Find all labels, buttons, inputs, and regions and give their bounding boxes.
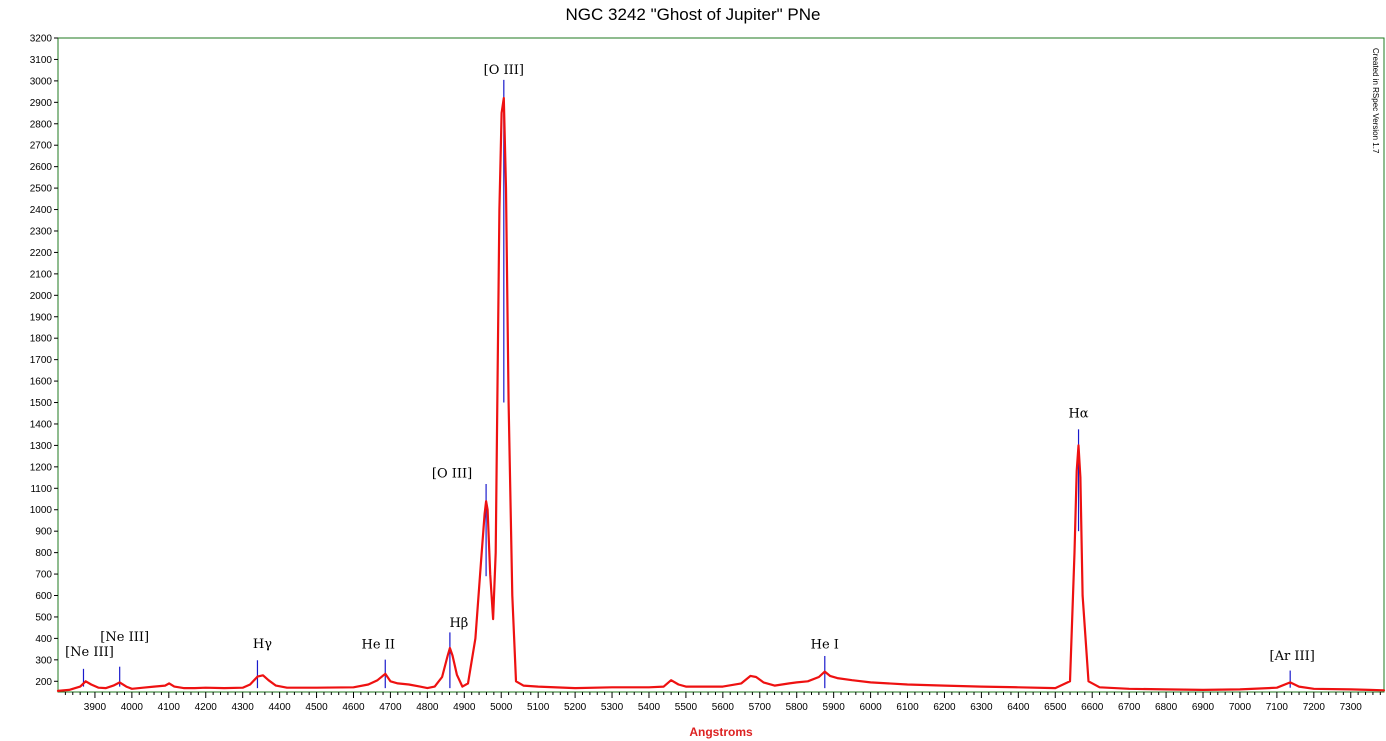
watermark-text: Created in RSpec Version 1.7 xyxy=(1371,48,1380,154)
x-tick-label: 6000 xyxy=(859,702,882,713)
y-tick-label: 2700 xyxy=(30,141,53,152)
y-tick-label: 2500 xyxy=(30,184,53,195)
y-tick-label: 500 xyxy=(35,612,52,623)
x-tick-label: 6800 xyxy=(1155,702,1178,713)
y-tick-label: 1800 xyxy=(30,334,53,345)
y-tick-label: 2900 xyxy=(30,98,53,109)
x-tick-label: 6600 xyxy=(1081,702,1104,713)
x-tick-label: 5000 xyxy=(490,702,513,713)
line-annotation-label: Hβ xyxy=(449,616,468,631)
y-tick-label: 1400 xyxy=(30,419,53,430)
y-tick-label: 3000 xyxy=(30,76,53,87)
x-tick-label: 4600 xyxy=(342,702,365,713)
x-tick-label: 6900 xyxy=(1192,702,1215,713)
x-tick-label: 4200 xyxy=(195,702,218,713)
line-annotation-label: [Ne III] xyxy=(65,645,114,660)
y-tick-label: 1200 xyxy=(30,462,53,473)
series xyxy=(56,96,1386,693)
x-tick-label: 6400 xyxy=(1007,702,1030,713)
x-tick-label: 5100 xyxy=(527,702,550,713)
y-tick-label: 400 xyxy=(35,634,52,645)
x-tick-label: 6300 xyxy=(970,702,993,713)
x-tick-label: 6500 xyxy=(1044,702,1067,713)
y-tick-label: 1900 xyxy=(30,312,53,323)
x-tick-label: 4000 xyxy=(121,702,144,713)
x-tick-label: 6200 xyxy=(933,702,956,713)
x-tick-label: 5500 xyxy=(675,702,698,713)
line-annotation-label: He II xyxy=(362,637,395,652)
x-tick-label: 4300 xyxy=(232,702,255,713)
y-tick-label: 1600 xyxy=(30,377,53,388)
y-tick-label: 2000 xyxy=(30,291,53,302)
y-tick-label: 1100 xyxy=(30,484,52,495)
x-tick-label: 7300 xyxy=(1340,702,1363,713)
y-tick-label: 2600 xyxy=(30,162,53,173)
x-tick-label: 5900 xyxy=(823,702,846,713)
y-tick-label: 1000 xyxy=(30,505,53,516)
y-tick-label: 3200 xyxy=(30,34,53,45)
x-tick-label: 4400 xyxy=(268,702,291,713)
x-tick-label: 5200 xyxy=(564,702,587,713)
x-tick-label: 6100 xyxy=(896,702,919,713)
line-annotation-label: [Ar III] xyxy=(1270,649,1315,664)
x-tick-label: 7200 xyxy=(1303,702,1326,713)
x-axis-label: Angstroms xyxy=(689,725,753,739)
annotations: [Ne III][Ne III] Hγ He II Hβ [O III] [O III] H… xyxy=(65,63,1315,689)
x-tick-label: 5400 xyxy=(638,702,661,713)
y-tick-label: 2200 xyxy=(30,248,53,259)
y-tick-label: 3100 xyxy=(30,55,53,66)
spectrum-line xyxy=(56,96,1386,693)
line-annotation-label: [Ne III] xyxy=(100,630,149,645)
x-tick-label: 4900 xyxy=(453,702,476,713)
y-tick-label: 200 xyxy=(35,677,52,688)
line-annotation-label: Hα xyxy=(1068,407,1088,422)
x-tick-label: 5300 xyxy=(601,702,624,713)
x-tick-label: 5700 xyxy=(749,702,772,713)
y-tick-label: 2100 xyxy=(30,269,53,280)
y-tick-label: 2800 xyxy=(30,119,53,130)
y-tick-label: 1700 xyxy=(30,355,53,366)
y-axis: 200 300 400 500 600 700 800 900 1000 1100 1200 1300… xyxy=(30,34,58,688)
line-annotation-label: Hγ xyxy=(253,637,272,652)
x-tick-label: 4500 xyxy=(305,702,328,713)
plot-frame xyxy=(57,37,1385,693)
y-tick-label: 700 xyxy=(35,570,52,581)
line-annotation-label: He I xyxy=(811,637,839,652)
line-annotation-label: [O III] xyxy=(432,467,472,482)
x-tick-label: 4700 xyxy=(379,702,402,713)
y-tick-label: 300 xyxy=(35,655,52,666)
x-axis: 3900 4000 4100 4200 4300 4400 4500 4600 4700 4800… xyxy=(64,692,1381,713)
x-tick-label: 3900 xyxy=(84,702,107,713)
x-tick-label: 5800 xyxy=(786,702,809,713)
chart-title: NGC 3242 "Ghost of Jupiter" PNe xyxy=(565,5,821,24)
x-tick-label: 6700 xyxy=(1118,702,1141,713)
y-tick-label: 1500 xyxy=(30,398,53,409)
y-tick-label: 800 xyxy=(35,548,52,559)
x-tick-label: 7000 xyxy=(1229,702,1252,713)
y-tick-label: 900 xyxy=(35,527,52,538)
y-tick-label: 2300 xyxy=(30,226,53,237)
x-tick-label: 5600 xyxy=(712,702,735,713)
x-tick-label: 4100 xyxy=(158,702,181,713)
x-tick-label: 7100 xyxy=(1266,702,1289,713)
y-tick-label: 1300 xyxy=(30,441,53,452)
y-tick-label: 2400 xyxy=(30,205,53,216)
y-tick-label: 600 xyxy=(35,591,52,602)
line-annotation-label: [O III] xyxy=(484,63,524,78)
x-tick-label: 4800 xyxy=(416,702,439,713)
